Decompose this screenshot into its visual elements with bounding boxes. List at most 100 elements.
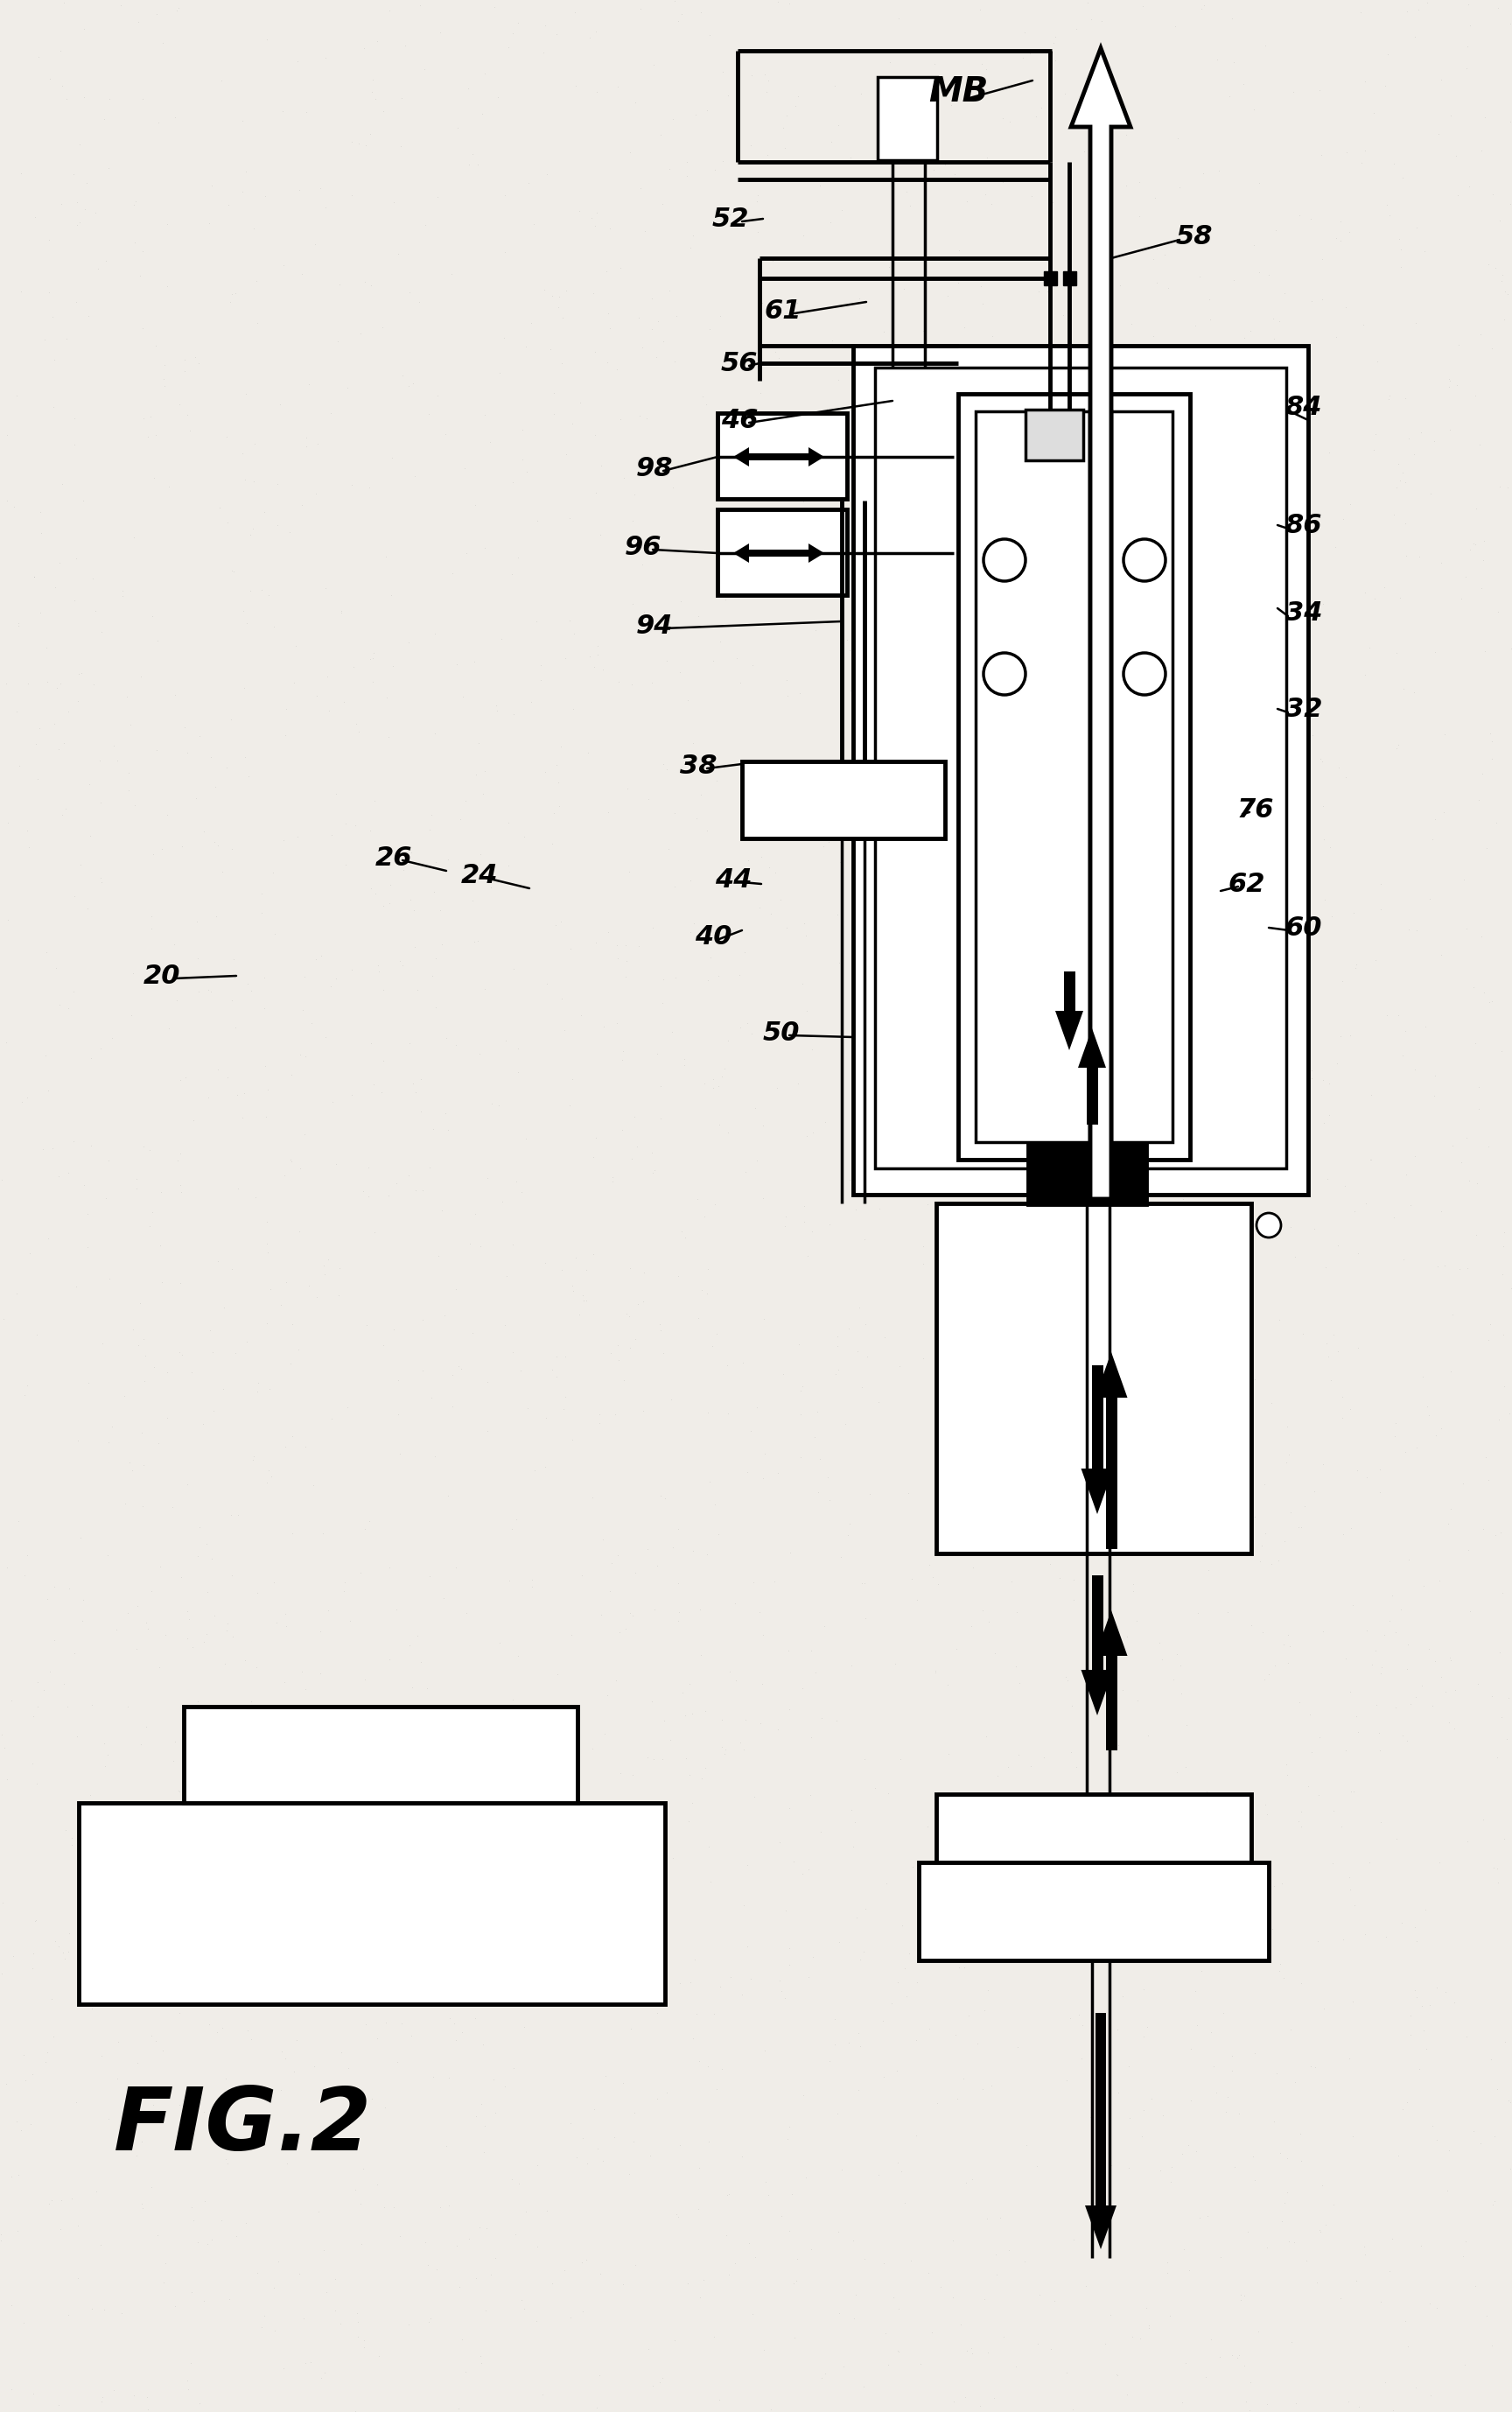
Point — [1270, 2202, 1294, 2241]
Point — [1222, 43, 1246, 82]
Point — [673, 1218, 697, 1257]
Point — [765, 0, 789, 22]
Point — [1018, 695, 1042, 733]
Point — [1204, 970, 1228, 1008]
Point — [1096, 453, 1120, 492]
Point — [121, 519, 145, 557]
Point — [370, 92, 395, 130]
Point — [561, 690, 585, 728]
Point — [396, 367, 420, 405]
Point — [553, 639, 578, 678]
Point — [579, 198, 603, 236]
Point — [1064, 871, 1089, 909]
Point — [39, 2180, 64, 2219]
Circle shape — [983, 540, 1025, 581]
Point — [747, 888, 771, 926]
Point — [1405, 1978, 1429, 2016]
Point — [1445, 367, 1470, 405]
Point — [860, 738, 885, 777]
Point — [172, 2130, 197, 2168]
Point — [1442, 1983, 1467, 2021]
Point — [266, 2241, 290, 2279]
Point — [1497, 2082, 1512, 2120]
Point — [866, 1382, 891, 1421]
Point — [373, 2002, 398, 2041]
Point — [1279, 1493, 1303, 1532]
Point — [1007, 330, 1031, 369]
Point — [346, 123, 370, 162]
Point — [1480, 328, 1504, 367]
Text: 52: 52 — [712, 205, 750, 232]
Point — [606, 1327, 631, 1365]
Point — [1429, 60, 1453, 99]
Point — [148, 2072, 172, 2110]
Point — [363, 781, 387, 820]
Point — [23, 1901, 47, 1939]
Point — [109, 0, 133, 24]
Point — [717, 1394, 741, 1433]
Point — [1216, 1228, 1240, 1266]
Point — [751, 1616, 776, 1655]
Point — [1184, 306, 1208, 345]
Point — [1396, 2328, 1420, 2366]
Point — [869, 984, 894, 1023]
Point — [1191, 154, 1216, 193]
Point — [1275, 1744, 1299, 1782]
Point — [1114, 1618, 1139, 1657]
Point — [851, 1069, 875, 1107]
Point — [1043, 1204, 1067, 1242]
Point — [1353, 130, 1377, 169]
Point — [148, 1549, 172, 1587]
Point — [1368, 863, 1393, 902]
Point — [1302, 1211, 1326, 1249]
Point — [792, 1204, 816, 1242]
Point — [1188, 258, 1213, 297]
Point — [913, 282, 937, 321]
Point — [1081, 116, 1105, 154]
Point — [234, 2205, 259, 2243]
Point — [544, 1358, 569, 1397]
Point — [1158, 2296, 1182, 2335]
Point — [874, 890, 898, 929]
Point — [768, 1961, 792, 2000]
Point — [665, 1602, 689, 1640]
Point — [877, 453, 901, 492]
Point — [838, 1505, 862, 1544]
Point — [1110, 991, 1134, 1030]
Point — [1349, 0, 1373, 31]
Point — [1122, 1565, 1146, 1604]
Point — [532, 270, 556, 309]
Point — [1308, 70, 1332, 109]
Point — [1134, 1445, 1158, 1483]
Point — [813, 1102, 838, 1141]
Point — [1104, 1401, 1128, 1440]
Point — [470, 2026, 494, 2065]
Point — [183, 338, 207, 376]
Point — [1452, 2238, 1476, 2277]
Point — [15, 1078, 39, 1117]
Point — [1282, 2224, 1306, 2262]
Point — [922, 152, 947, 191]
Point — [404, 1879, 428, 1918]
Point — [1161, 1659, 1185, 1698]
Point — [552, 1389, 576, 1428]
Point — [768, 1823, 792, 1862]
Circle shape — [1123, 540, 1166, 581]
Point — [1273, 596, 1297, 634]
Point — [454, 1594, 478, 1633]
Point — [1204, 1411, 1228, 1450]
Point — [1390, 1903, 1414, 1942]
Point — [375, 678, 399, 716]
Point — [1117, 1035, 1142, 1073]
Point — [525, 603, 549, 642]
Point — [1291, 1315, 1315, 1353]
Point — [481, 1780, 505, 1819]
Point — [1184, 2132, 1208, 2171]
Point — [809, 1811, 833, 1850]
Point — [1477, 246, 1501, 285]
Point — [0, 1727, 17, 1766]
Point — [215, 748, 239, 786]
Point — [314, 656, 339, 695]
Point — [1480, 721, 1504, 760]
Point — [1163, 1293, 1187, 1331]
